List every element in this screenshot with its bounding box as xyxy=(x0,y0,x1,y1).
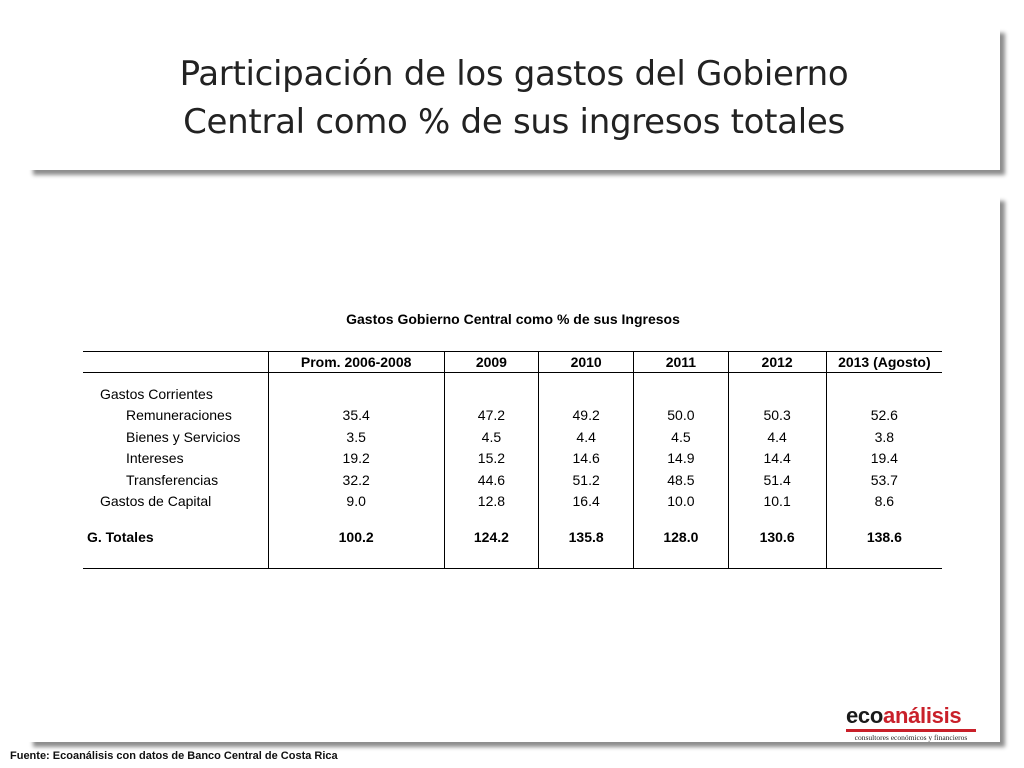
cell: 4.4 xyxy=(727,426,827,448)
cell: 15.2 xyxy=(443,447,539,469)
logo-underline xyxy=(846,729,976,732)
header-cell-label xyxy=(83,351,269,373)
slide-title-line-1: Participación de los gastos del Gobierno xyxy=(179,54,849,94)
cell: 19.2 xyxy=(267,447,445,469)
cell: 51.4 xyxy=(727,469,827,491)
cell: 14.4 xyxy=(727,447,827,469)
cell: 35.4 xyxy=(267,404,445,426)
table-spacer-row xyxy=(83,372,942,383)
table-bottom-row xyxy=(83,547,942,569)
header-cell-2009: 2009 xyxy=(443,351,539,373)
cell: 50.0 xyxy=(633,404,729,426)
slide-title-line-2: Central como % de sus ingresos totales xyxy=(183,102,845,142)
ecoanalisis-logo: ecoanálisis consultores económicos y fin… xyxy=(846,704,976,742)
header-cell-2010: 2010 xyxy=(538,351,634,373)
expenses-table: Prom. 2006-2008 2009 2010 2011 2012 2013… xyxy=(83,351,942,569)
cell: 52.6 xyxy=(825,404,942,426)
cell: 49.2 xyxy=(538,404,634,426)
row-label: Gastos de Capital xyxy=(100,493,212,510)
row-label: Intereses xyxy=(126,450,184,467)
row-label: Remuneraciones xyxy=(126,407,232,424)
cell: 128.0 xyxy=(633,526,729,548)
cell: 9.0 xyxy=(267,490,445,512)
header-cell-prom: Prom. 2006-2008 xyxy=(267,351,445,373)
row-label: G. Totales xyxy=(87,528,154,545)
table-title: Gastos Gobierno Central como % de sus In… xyxy=(346,311,680,327)
table-row: Bienes y Servicios 3.5 4.5 4.4 4.5 4.4 3… xyxy=(83,426,942,448)
cell: 4.4 xyxy=(538,426,634,448)
row-label: Gastos Corrientes xyxy=(100,385,213,402)
cell: 3.5 xyxy=(267,426,445,448)
cell xyxy=(267,383,445,405)
cell: 19.4 xyxy=(825,447,942,469)
header-cell-2012: 2012 xyxy=(727,351,827,373)
logo-wordmark: ecoanálisis xyxy=(846,704,976,728)
title-panel: Participación de los gastos del Gobierno… xyxy=(28,28,1000,170)
cell: 53.7 xyxy=(825,469,942,491)
cell: 12.8 xyxy=(443,490,539,512)
cell: 50.3 xyxy=(727,404,827,426)
logo-eco-text: eco xyxy=(846,703,884,728)
cell: 124.2 xyxy=(443,526,539,548)
cell: 4.5 xyxy=(443,426,539,448)
cell: 4.5 xyxy=(633,426,729,448)
table-row: Intereses 19.2 15.2 14.6 14.9 14.4 19.4 xyxy=(83,447,942,469)
cell: 100.2 xyxy=(267,526,445,548)
table-row-total: G. Totales 100.2 124.2 135.8 128.0 130.6… xyxy=(83,526,942,548)
table-row: Remuneraciones 35.4 47.2 49.2 50.0 50.3 … xyxy=(83,404,942,426)
cell: 14.6 xyxy=(538,447,634,469)
cell xyxy=(538,383,634,405)
logo-analisis-text: análisis xyxy=(883,703,962,728)
logo-tagline: consultores económicos y financieros xyxy=(854,733,968,742)
cell: 138.6 xyxy=(825,526,942,548)
header-cell-2011: 2011 xyxy=(633,351,729,373)
cell: 8.6 xyxy=(825,490,942,512)
cell: 10.1 xyxy=(727,490,827,512)
table-spacer-row xyxy=(83,512,942,526)
cell xyxy=(727,383,827,405)
source-note: Fuente: Ecoanálisis con datos de Banco C… xyxy=(10,750,338,762)
row-label: Transferencias xyxy=(126,471,219,488)
cell: 135.8 xyxy=(538,526,634,548)
cell: 10.0 xyxy=(633,490,729,512)
table-row: Transferencias 32.2 44.6 51.2 48.5 51.4 … xyxy=(83,469,942,491)
cell xyxy=(825,383,942,405)
slide-title: Participación de los gastos del Gobierno… xyxy=(28,50,1000,146)
cell: 48.5 xyxy=(633,469,729,491)
header-cell-2013: 2013 (Agosto) xyxy=(825,351,942,373)
cell: 47.2 xyxy=(443,404,539,426)
cell: 130.6 xyxy=(727,526,827,548)
cell: 16.4 xyxy=(538,490,634,512)
cell: 44.6 xyxy=(443,469,539,491)
cell: 32.2 xyxy=(267,469,445,491)
table-header-row: Prom. 2006-2008 2009 2010 2011 2012 2013… xyxy=(83,351,942,373)
table-row: Gastos Corrientes xyxy=(83,383,942,405)
cell xyxy=(443,383,539,405)
table-row: Gastos de Capital 9.0 12.8 16.4 10.0 10.… xyxy=(83,490,942,512)
row-label: Bienes y Servicios xyxy=(126,428,241,445)
cell: 3.8 xyxy=(825,426,942,448)
cell xyxy=(633,383,729,405)
cell: 14.9 xyxy=(633,447,729,469)
cell: 51.2 xyxy=(538,469,634,491)
